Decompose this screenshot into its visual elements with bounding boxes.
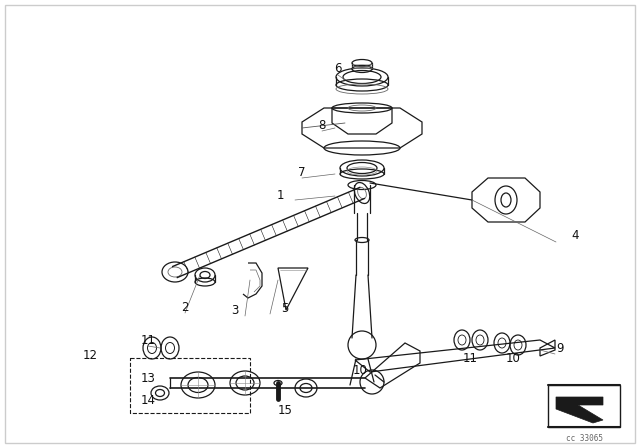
Text: 10: 10 — [353, 363, 367, 376]
Text: cc 33065: cc 33065 — [566, 434, 602, 443]
Polygon shape — [556, 397, 603, 423]
Text: 1: 1 — [276, 189, 284, 202]
Text: 9: 9 — [556, 341, 564, 354]
Text: 14: 14 — [141, 393, 156, 406]
Text: 10: 10 — [506, 352, 520, 365]
Text: 15: 15 — [278, 404, 292, 417]
Text: 11: 11 — [463, 352, 477, 365]
Text: 4: 4 — [572, 228, 579, 241]
Text: 5: 5 — [282, 302, 289, 314]
Text: 13: 13 — [141, 371, 156, 384]
Text: 6: 6 — [334, 61, 342, 74]
Text: 3: 3 — [231, 303, 239, 316]
Text: 8: 8 — [318, 119, 326, 132]
Text: 2: 2 — [181, 301, 189, 314]
Text: 12: 12 — [83, 349, 97, 362]
Bar — [548, 385, 620, 427]
Text: 7: 7 — [298, 165, 306, 178]
Bar — [130, 358, 250, 413]
Text: 11: 11 — [141, 333, 156, 346]
